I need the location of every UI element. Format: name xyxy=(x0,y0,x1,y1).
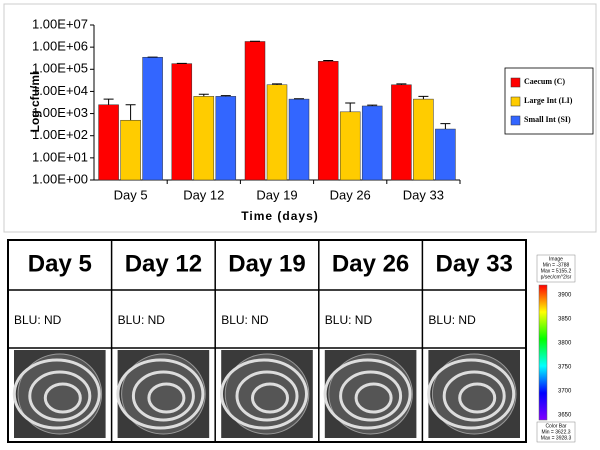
bar xyxy=(339,111,361,181)
color-scale-footer: Max = 3928.3 xyxy=(541,435,572,441)
bar xyxy=(361,105,383,181)
color-scale-tick: 3850 xyxy=(558,317,572,323)
panel-frame xyxy=(7,239,527,443)
column-header: Day 26 xyxy=(332,250,409,277)
error-bar xyxy=(440,123,451,130)
y-tick-label: 1.00E+00 xyxy=(32,171,88,186)
x-tick-label: Day 26 xyxy=(330,187,371,202)
legend-label: Large Int (LI) xyxy=(524,96,573,105)
legend-swatch xyxy=(510,77,521,88)
y-tick-label: 1.00E+06 xyxy=(32,39,88,54)
intestine xyxy=(427,358,516,430)
image-row xyxy=(12,350,520,438)
x-tick-label: Day 12 xyxy=(183,187,224,202)
y-tick-label: 1.00E+01 xyxy=(32,149,88,164)
error-bar xyxy=(103,98,114,105)
intestine xyxy=(43,382,82,414)
y-tick-label: 1.00E+03 xyxy=(32,105,88,120)
error-bar xyxy=(396,83,407,85)
bar xyxy=(120,119,141,181)
error-bar xyxy=(272,83,282,85)
error-bar xyxy=(220,95,231,97)
bar xyxy=(317,61,339,181)
column-header: Day 19 xyxy=(228,250,305,277)
color-scale-tick: 3900 xyxy=(558,293,572,299)
color-scale-tick: 3750 xyxy=(558,365,572,371)
color-scale-tick: 3800 xyxy=(558,341,572,347)
bar xyxy=(266,84,288,181)
color-scale-tick: 3700 xyxy=(558,389,572,395)
bar xyxy=(435,128,456,181)
intestine xyxy=(323,358,412,430)
bar xyxy=(171,63,193,181)
column-header: Day 12 xyxy=(125,250,202,277)
x-tick-label: Day 33 xyxy=(403,187,444,202)
x-tick-label: Day 19 xyxy=(256,187,297,202)
color-scale-header: p/sec/cm^2/sr xyxy=(541,274,572,280)
y-tick-label: 1.00E+07 xyxy=(32,16,88,31)
color-scale-footer: Min = 3622.3 xyxy=(541,429,570,435)
intestine xyxy=(131,370,195,422)
reading: BLU: ND xyxy=(325,313,373,327)
error-bar xyxy=(345,102,356,112)
intestine xyxy=(147,382,186,414)
intestine xyxy=(116,358,205,430)
error-bar xyxy=(418,95,429,100)
error-bar xyxy=(367,104,378,106)
color-scale-header: Min = -3788 xyxy=(543,262,570,268)
y-axis-label: Log cfu/ml xyxy=(28,72,42,133)
intestine xyxy=(220,358,308,430)
legend-label: Caecum (C) xyxy=(524,77,565,86)
error-bar xyxy=(198,93,209,97)
color-scale-tick: 3650 xyxy=(558,413,572,419)
intestine xyxy=(339,370,403,422)
bar xyxy=(193,96,215,181)
bar xyxy=(391,84,412,181)
chart-frame xyxy=(3,3,597,233)
error-bar xyxy=(125,104,136,121)
legend-label: Small Int (SI) xyxy=(524,115,571,124)
bar xyxy=(288,98,310,181)
error-bar xyxy=(323,59,334,62)
reading: BLU: ND xyxy=(118,313,166,327)
legend-swatch xyxy=(510,96,521,107)
bar xyxy=(413,98,434,181)
x-tick-label: Day 5 xyxy=(114,187,148,202)
color-bar xyxy=(538,284,548,421)
bar xyxy=(244,41,266,181)
bar xyxy=(215,96,237,181)
bar xyxy=(142,56,163,181)
intestine xyxy=(354,382,393,414)
intestine xyxy=(251,382,289,414)
color-scale-header-box xyxy=(536,254,576,283)
y-tick-label: 1.00E+05 xyxy=(32,61,88,76)
reading: BLU: ND xyxy=(428,313,476,327)
column-header: Day 33 xyxy=(436,250,513,277)
column-header: Day 5 xyxy=(28,250,92,277)
x-axis-label: Time (days) xyxy=(241,209,318,223)
color-scale-header: Max = 5155.2 xyxy=(541,268,572,274)
intestine xyxy=(442,370,506,422)
reading: BLU: ND xyxy=(221,313,269,327)
legend-swatch xyxy=(510,115,521,126)
bar xyxy=(98,104,119,181)
y-tick-label: 1.00E+02 xyxy=(32,127,88,142)
color-scale-footer-box xyxy=(536,421,576,443)
y-tick-label: 1.00E+04 xyxy=(32,83,88,98)
intestine xyxy=(28,370,92,422)
intestine xyxy=(458,382,497,414)
intestine xyxy=(235,370,299,422)
reading: BLU: ND xyxy=(14,313,62,327)
color-scale-footer: Color Bar xyxy=(545,423,566,429)
intestine xyxy=(12,358,101,430)
color-scale-header: Image xyxy=(549,256,563,262)
